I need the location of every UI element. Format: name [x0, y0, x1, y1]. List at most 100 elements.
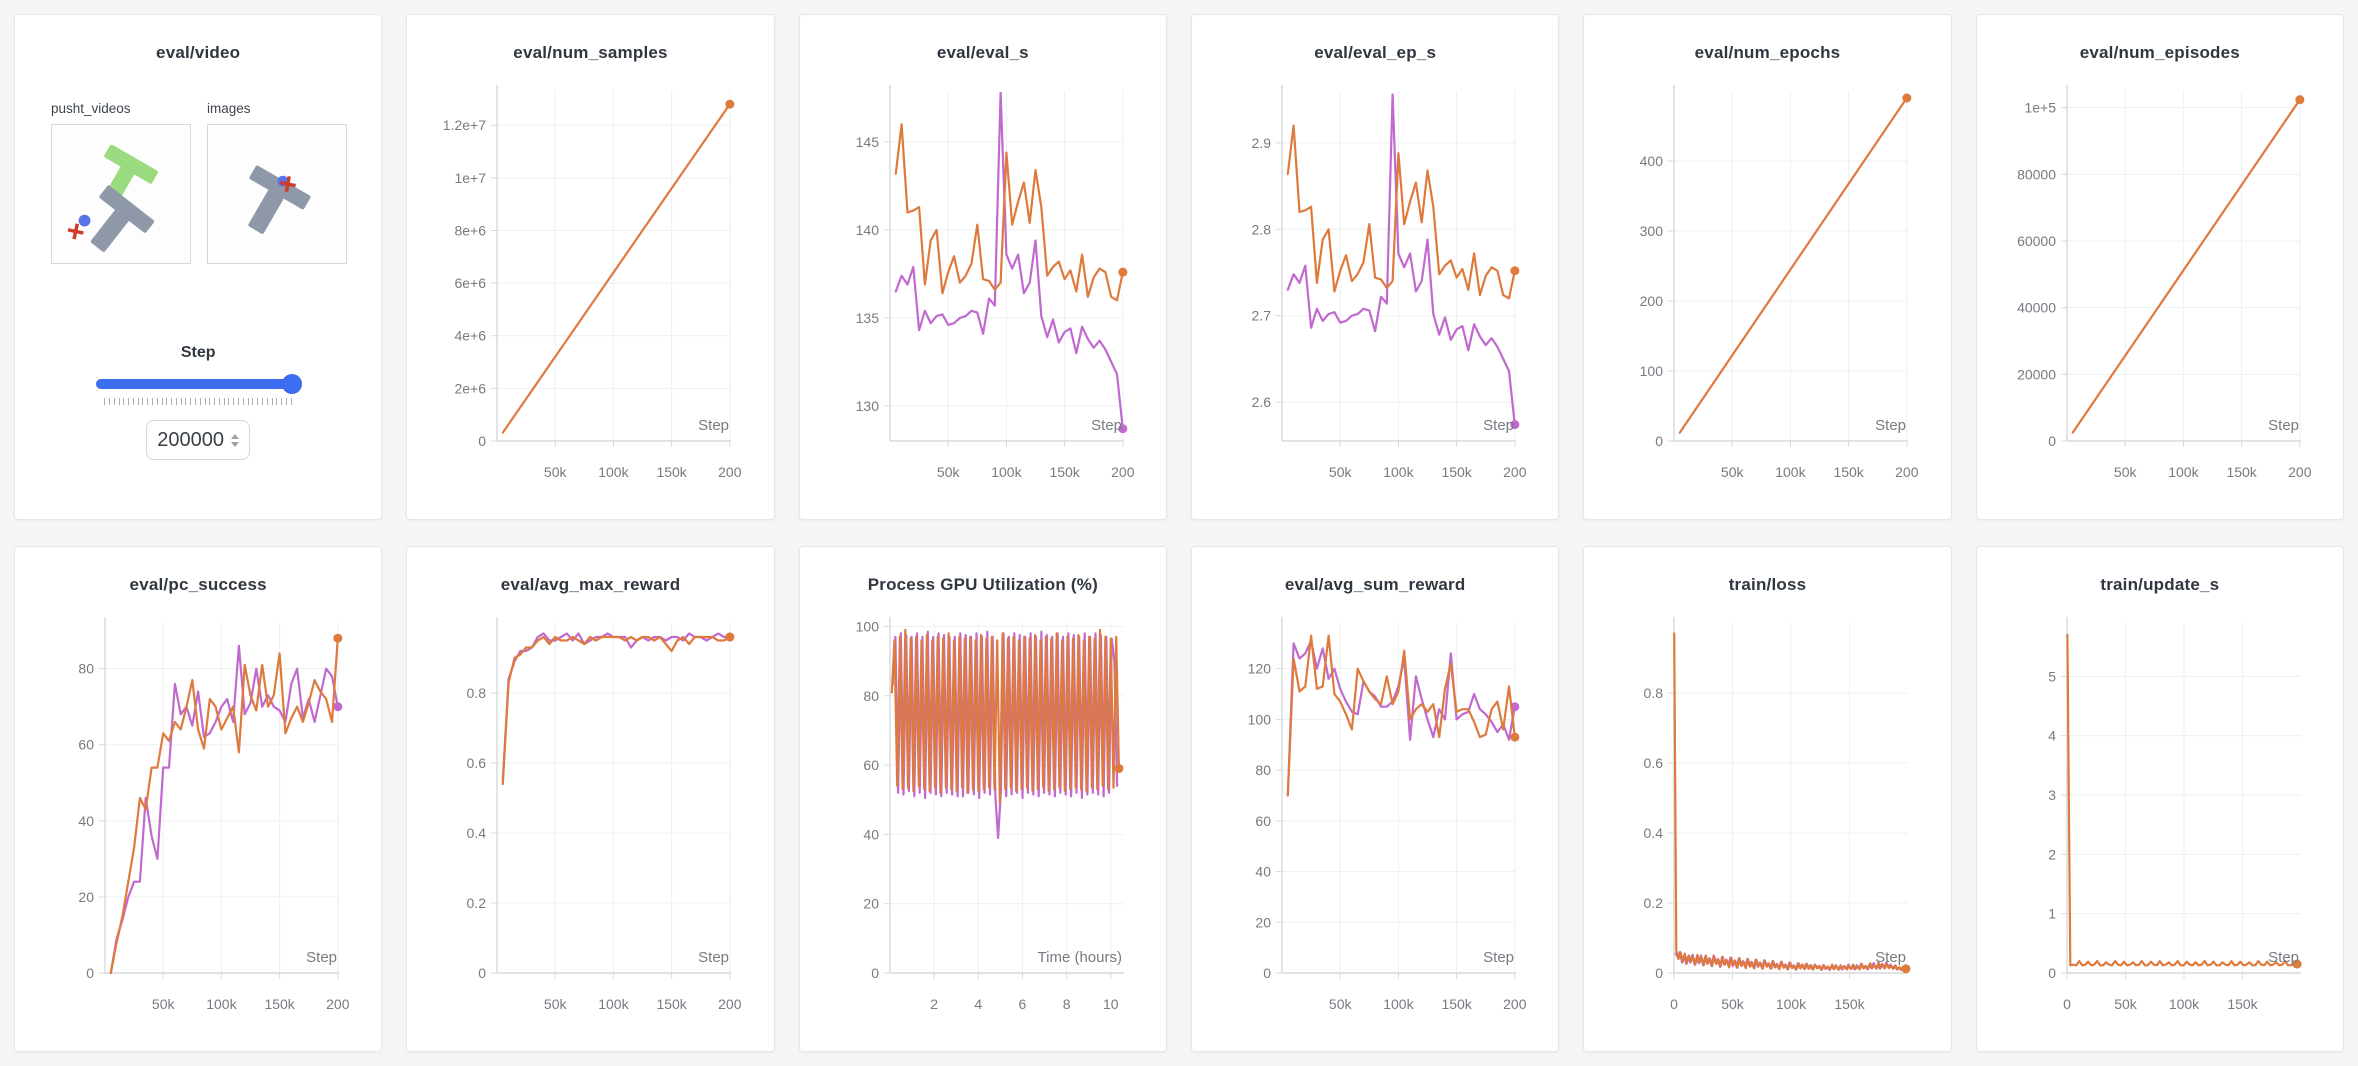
chart-canvas[interactable]: 0 100 200 300 400 50k 100k 150k 200 Step	[1598, 73, 1936, 517]
stepper-up-icon[interactable]	[231, 433, 240, 439]
x-tick-label: 200	[326, 996, 350, 1012]
x-tick-label: 50k	[152, 996, 176, 1012]
slider-tick	[147, 398, 149, 405]
series-line-orange	[2071, 98, 2301, 434]
series-group	[894, 91, 1128, 434]
slider-tick	[175, 398, 177, 405]
slider-tick	[281, 398, 283, 405]
x-tick-label: 150k	[1442, 996, 1473, 1012]
chart-canvas[interactable]: 0 20 40 60 80 50k 100k 150k 200 Step	[29, 605, 367, 1049]
x-tick-label: 50k	[1721, 464, 1745, 480]
slider-tick	[123, 398, 125, 405]
stepper-icons	[231, 433, 240, 447]
stepper-down-icon[interactable]	[231, 441, 240, 447]
step-value-input[interactable]: 200000	[146, 420, 251, 460]
x-axis-label: Step	[699, 949, 730, 966]
chart-canvas[interactable]: 0 0.2 0.4 0.6 0.8 0 50k 100k 150k Step	[1598, 605, 1936, 1049]
x-tick-label: 100k	[2169, 996, 2200, 1012]
chart-canvas[interactable]: 0 20000 40000 60000 80000 1e+5 50k 100k 150k 200 S…	[1991, 73, 2329, 517]
y-tick-label: 0	[2048, 965, 2056, 981]
video-panel-title: eval/video	[156, 43, 241, 62]
slider-tick	[242, 398, 244, 405]
x-tick-label: 200	[1111, 464, 1135, 480]
x-tick-label: 8	[1063, 996, 1071, 1012]
y-tick-label: 4	[2048, 728, 2056, 744]
series-line-orange	[1286, 124, 1517, 300]
video-thumbnail-images[interactable]	[207, 124, 347, 264]
slider-tick	[261, 398, 263, 405]
slider-ruler	[104, 398, 292, 405]
y-tick-label: 145	[855, 134, 879, 150]
y-tick-label: 2.8	[1252, 221, 1272, 237]
slider-tick	[151, 398, 153, 405]
chart-canvas[interactable]: 0 1 2 3 4 5 0 50k 100k 150k Step	[1991, 605, 2329, 1049]
x-axis-label: Step	[1483, 949, 1514, 966]
y-tick-label: 100	[1248, 711, 1272, 727]
x-tick-label: 50k	[2114, 464, 2138, 480]
x-tick-label: 150k	[657, 464, 688, 480]
series-line-purple	[502, 632, 732, 782]
media-item-images: images	[207, 101, 347, 264]
series-group	[890, 628, 1124, 839]
step-value: 200000	[157, 428, 225, 451]
y-tick-label: 0.8	[1644, 685, 1664, 701]
y-tick-label: 80	[1256, 762, 1272, 778]
slider-handle[interactable]	[282, 374, 303, 394]
slider-tick	[209, 398, 211, 405]
x-tick-label: 150k	[1049, 464, 1080, 480]
y-tick-label: 2e+6	[455, 380, 487, 396]
series-line-orange	[890, 628, 1120, 805]
slider-track[interactable]	[96, 379, 301, 389]
gray-t-shape	[90, 185, 155, 252]
series-line-orange	[1286, 634, 1517, 797]
slider-tick	[290, 398, 292, 405]
series-group	[502, 99, 735, 434]
slider-tick	[185, 398, 187, 405]
y-tick-label: 0.2	[1644, 895, 1664, 911]
goal-cross-icon	[279, 176, 296, 193]
series-end-dot-orange	[1902, 93, 1912, 103]
series-group	[2066, 633, 2302, 969]
x-axis-label: Step	[1876, 417, 1907, 434]
x-tick-label: 200	[1503, 464, 1527, 480]
y-tick-label: 2.9	[1252, 135, 1272, 151]
step-slider-heading: Step	[180, 344, 216, 361]
y-tick-label: 6e+6	[455, 275, 487, 291]
chart-canvas[interactable]: 0 2e+6 4e+6 6e+6 8e+6 1e+7 1.2e+7 50k 100k 150k 20…	[421, 73, 759, 517]
series-line-orange	[1679, 96, 1909, 434]
chart-canvas[interactable]: 2.6 2.7 2.8 2.9 50k 100k 150k 200 Step	[1206, 73, 1544, 517]
slider-tick	[142, 398, 144, 405]
y-tick-label: 80	[79, 661, 95, 677]
y-tick-label: 20	[1256, 914, 1272, 930]
chart-panel-avg_sum_reward: eval/avg_sum_reward 0 20 40 60 80 100 120 50k 10…	[1191, 546, 1560, 1052]
series-line-orange	[109, 637, 340, 975]
series-end-dot-orange	[2292, 959, 2302, 969]
y-tick-label: 20000	[2017, 366, 2056, 382]
slider-tick	[266, 398, 268, 405]
slider-tick	[199, 398, 201, 405]
chart-panel-pc_success: eval/pc_success 0 20 40 60 80 50k 100k 150k 200 S…	[14, 546, 383, 1052]
y-tick-label: 0	[2048, 433, 2056, 449]
chart-panel-avg_max_reward: eval/avg_max_reward 0 0.2 0.4 0.6 0.8 50k 100k…	[406, 546, 775, 1052]
step-slider[interactable]	[96, 374, 303, 394]
x-tick-label: 6	[1018, 996, 1026, 1012]
y-tick-label: 3	[2048, 787, 2056, 803]
video-thumbnail-pusht[interactable]	[51, 124, 191, 264]
chart-canvas[interactable]: 0 20 40 60 80 100 120 50k 100k 150k 200 Step	[1206, 605, 1544, 1049]
series-end-dot-orange	[725, 99, 735, 109]
chart-title: eval/num_samples	[513, 43, 668, 62]
y-tick-label: 200	[1640, 293, 1664, 309]
y-tick-label: 0.4	[1644, 825, 1664, 841]
chart-canvas[interactable]: 0 20 40 60 80 100 2 4 6 8 10 Time (hours)	[814, 605, 1152, 1049]
media-row: pusht_videos	[15, 101, 381, 264]
y-tick-label: 40000	[2017, 300, 2056, 316]
x-tick-label: 150k	[2226, 464, 2257, 480]
series-end-dot-orange	[1901, 964, 1911, 974]
x-tick-label: 200	[1503, 996, 1527, 1012]
slider-tick	[108, 398, 110, 405]
chart-canvas[interactable]: 130 135 140 145 50k 100k 150k 200 Step	[814, 73, 1152, 517]
chart-canvas[interactable]: 0 0.2 0.4 0.6 0.8 50k 100k 150k 200 Step	[421, 605, 759, 1049]
x-axis-label: Step	[2268, 417, 2299, 434]
x-tick-label: 200	[719, 996, 743, 1012]
y-tick-label: 0.6	[467, 755, 487, 771]
